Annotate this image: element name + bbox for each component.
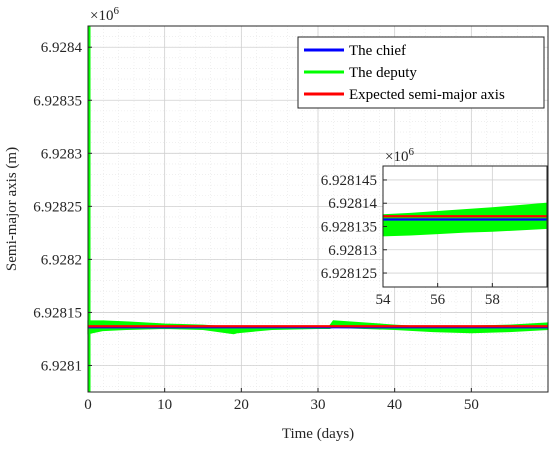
x-tick-label: 0 <box>84 397 92 413</box>
y-tick-label: 6.9283 <box>41 146 82 162</box>
y-exponent: ×106 <box>90 5 119 24</box>
inset-y-exponent: ×106 <box>385 146 414 165</box>
y-tick-label: 6.9282 <box>41 252 82 268</box>
x-tick-label: 56 <box>430 292 446 308</box>
y-tick-label: 6.9281 <box>41 358 82 374</box>
y-tick-label: 6.928135 <box>321 220 377 236</box>
legend-label: The deputy <box>349 65 417 81</box>
x-tick-label: 40 <box>387 397 402 413</box>
x-tick-label: 10 <box>157 397 172 413</box>
x-tick-label: 58 <box>485 292 500 308</box>
x-tick-label: 54 <box>376 292 392 308</box>
x-axis-label: Time (days) <box>282 426 354 442</box>
inset-plot: 54 56 58 6.928125 6.92813 6.928135 6.92814 6.92… <box>321 146 548 308</box>
x-tick-label: 20 <box>234 397 249 413</box>
y-tick-label: 6.92825 <box>33 199 82 215</box>
y-tick-label: 6.92814 <box>328 196 377 212</box>
legend-label: The chief <box>349 43 406 59</box>
x-tick-label: 30 <box>311 397 326 413</box>
y-tick-label: 6.92813 <box>328 243 377 259</box>
x-tick-label: 50 <box>464 397 479 413</box>
y-tick-label: 6.928145 <box>321 173 377 189</box>
inset-ticks: 54 56 58 6.928125 6.92813 6.928135 6.92814 6.92… <box>321 173 500 308</box>
y-tick-label: 6.9284 <box>41 40 83 56</box>
main-ticks: 0 10 20 30 40 50 6.9281 6.92815 6.9282 6.92825 6.9… <box>33 40 479 413</box>
y-tick-label: 6.92835 <box>33 93 82 109</box>
y-tick-label: 6.92815 <box>33 305 82 321</box>
legend: The chief The deputy Expected semi-major a… <box>297 36 545 109</box>
legend-label: Expected semi-major axis <box>349 87 505 103</box>
y-tick-label: 6.928125 <box>321 266 377 282</box>
y-axis-label: Semi-major axis (m) <box>4 147 20 271</box>
